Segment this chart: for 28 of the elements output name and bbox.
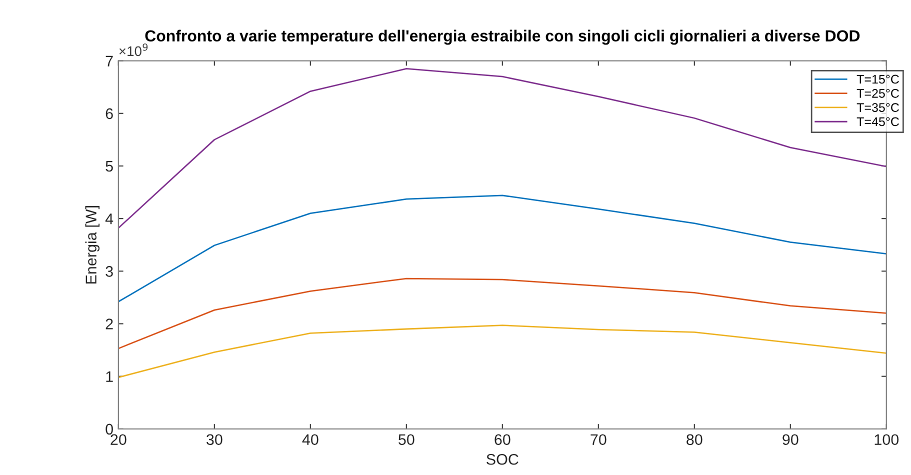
text: ×10$^{9}$	[119, 43, 148, 56]
y-tick-label: 5	[106, 161, 113, 172]
line-series	[118, 324, 886, 378]
x-tick-label: 70	[590, 434, 606, 446]
x-axis-title: SOC	[486, 454, 518, 465]
x-tick-label: 40	[302, 434, 318, 446]
y-tick-label: 1	[106, 371, 113, 382]
legend-label: T=25°C	[856, 88, 899, 98]
legend-label: T=15°C	[856, 74, 899, 84]
y-tick-label: 0	[106, 424, 113, 435]
y-tick-label: 4	[105, 214, 114, 224]
x-tick-label: 80	[686, 434, 702, 446]
x-tick-label: 60	[494, 434, 510, 446]
x-tick-label: 30	[206, 434, 222, 446]
x-tick-label: 100	[874, 434, 899, 446]
chart-title: Confronto a varie temperature dell'energia estraibile con singoli cicli giornalieri a diverse DOD	[145, 30, 860, 45]
y-axis-title: Energia [W]	[85, 206, 100, 284]
y-tick-label: 6	[106, 108, 113, 120]
legend-label: T=45°C	[856, 117, 899, 126]
legend-label: T=35°C	[856, 103, 899, 112]
line-series	[118, 194, 886, 302]
line-series	[118, 278, 886, 350]
y-tick-label: 2	[106, 318, 113, 330]
x-tick-label: 50	[398, 434, 414, 446]
y-tick-label: 7	[106, 56, 113, 66]
x-tick-label: 20	[110, 434, 126, 446]
x-tick-label: 90	[782, 434, 798, 446]
y-tick-label: 3	[106, 266, 113, 277]
